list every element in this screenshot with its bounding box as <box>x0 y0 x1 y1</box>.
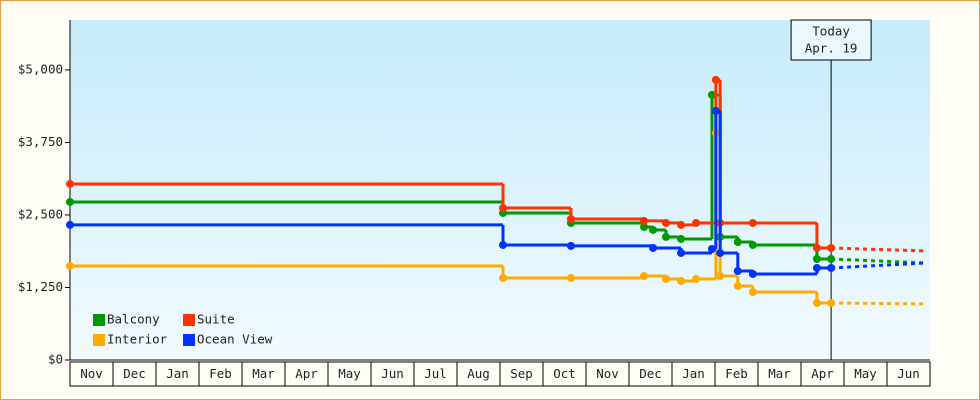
point <box>812 263 821 272</box>
x-tick-label: Feb <box>209 366 232 381</box>
point <box>499 240 508 249</box>
point <box>748 218 757 227</box>
point <box>711 75 720 84</box>
point <box>661 274 670 283</box>
point <box>649 225 658 234</box>
point <box>707 90 716 99</box>
x-tick-label: Nov <box>596 366 619 381</box>
point <box>66 179 74 188</box>
month-cell <box>370 361 415 387</box>
x-tick-label: Mar <box>768 366 791 381</box>
legend-swatch <box>183 314 195 326</box>
month-cell <box>800 361 845 387</box>
point <box>812 298 821 307</box>
point <box>640 271 649 280</box>
x-tick-label: Mar <box>252 366 275 381</box>
point <box>716 271 725 280</box>
y-tick-label: $1,250 <box>18 279 63 294</box>
legend-swatch <box>183 334 195 346</box>
legend-label: Suite <box>197 312 235 327</box>
point <box>827 298 836 307</box>
month-cell <box>542 361 587 387</box>
point <box>748 240 757 249</box>
month-cell <box>112 361 157 387</box>
month-cell <box>843 361 888 387</box>
point <box>677 276 686 285</box>
month-cell <box>671 361 716 387</box>
month-cell <box>456 361 501 387</box>
x-tick-label: Jun <box>381 366 404 381</box>
point <box>677 220 686 229</box>
legend-label: Balcony <box>107 312 160 327</box>
point <box>640 222 649 231</box>
point <box>827 254 836 263</box>
legend-swatch <box>93 314 105 326</box>
point <box>748 269 757 278</box>
point <box>499 273 508 282</box>
legend-label: Interior <box>107 332 168 347</box>
point <box>66 197 74 206</box>
point <box>748 288 757 296</box>
point <box>566 214 575 223</box>
x-tick-label: May <box>854 366 877 381</box>
point <box>566 241 575 250</box>
month-cell <box>198 361 243 387</box>
legend-label: Ocean View <box>197 332 273 347</box>
x-tick-label: May <box>338 366 361 381</box>
series <box>66 106 925 278</box>
point <box>66 261 74 270</box>
plot-area <box>70 20 930 360</box>
x-tick-label: Apr <box>295 366 318 381</box>
x-tick-label: Dec <box>639 366 662 381</box>
point <box>649 243 658 252</box>
month-cell <box>69 361 114 387</box>
x-tick-label: Nov <box>80 366 103 381</box>
x-tick-label: Jan <box>682 366 705 381</box>
point <box>661 218 670 227</box>
x-tick-label: Aug <box>467 366 490 381</box>
x-tick-label: Sep <box>510 366 533 381</box>
point <box>812 254 821 263</box>
point <box>66 220 74 229</box>
point <box>716 248 725 257</box>
x-tick-label: Jan <box>166 366 189 381</box>
month-cell <box>714 361 759 387</box>
point <box>640 216 649 225</box>
point <box>499 203 508 212</box>
point <box>692 218 701 227</box>
point <box>733 281 742 290</box>
x-tick-label: Jul <box>424 366 447 381</box>
point <box>733 237 742 246</box>
today-label: Apr. 19 <box>805 41 858 56</box>
month-cell <box>155 361 200 387</box>
point <box>707 244 716 253</box>
x-tick-label: Dec <box>123 366 146 381</box>
x-tick-label: Apr <box>811 366 834 381</box>
x-tick-label: Jun <box>897 366 920 381</box>
x-tick-label: Oct <box>553 366 576 381</box>
point <box>827 263 836 272</box>
month-cell <box>585 361 630 387</box>
point <box>566 273 575 282</box>
month-cell <box>241 361 286 387</box>
point <box>677 234 686 243</box>
today-box <box>790 19 872 61</box>
point <box>733 266 742 275</box>
y-tick-label: $2,500 <box>18 206 63 221</box>
point <box>692 274 701 283</box>
month-cell <box>886 361 931 387</box>
y-tick-label: $0 <box>48 352 63 367</box>
today-label: Today <box>812 24 850 39</box>
y-tick-label: $3,750 <box>18 134 63 149</box>
point <box>661 232 670 241</box>
point <box>711 106 720 115</box>
point <box>812 243 821 252</box>
point <box>677 248 686 257</box>
x-tick-label: Feb <box>725 366 748 381</box>
y-tick-label: $5,000 <box>18 61 63 76</box>
point <box>827 243 836 252</box>
legend-swatch <box>93 334 105 346</box>
